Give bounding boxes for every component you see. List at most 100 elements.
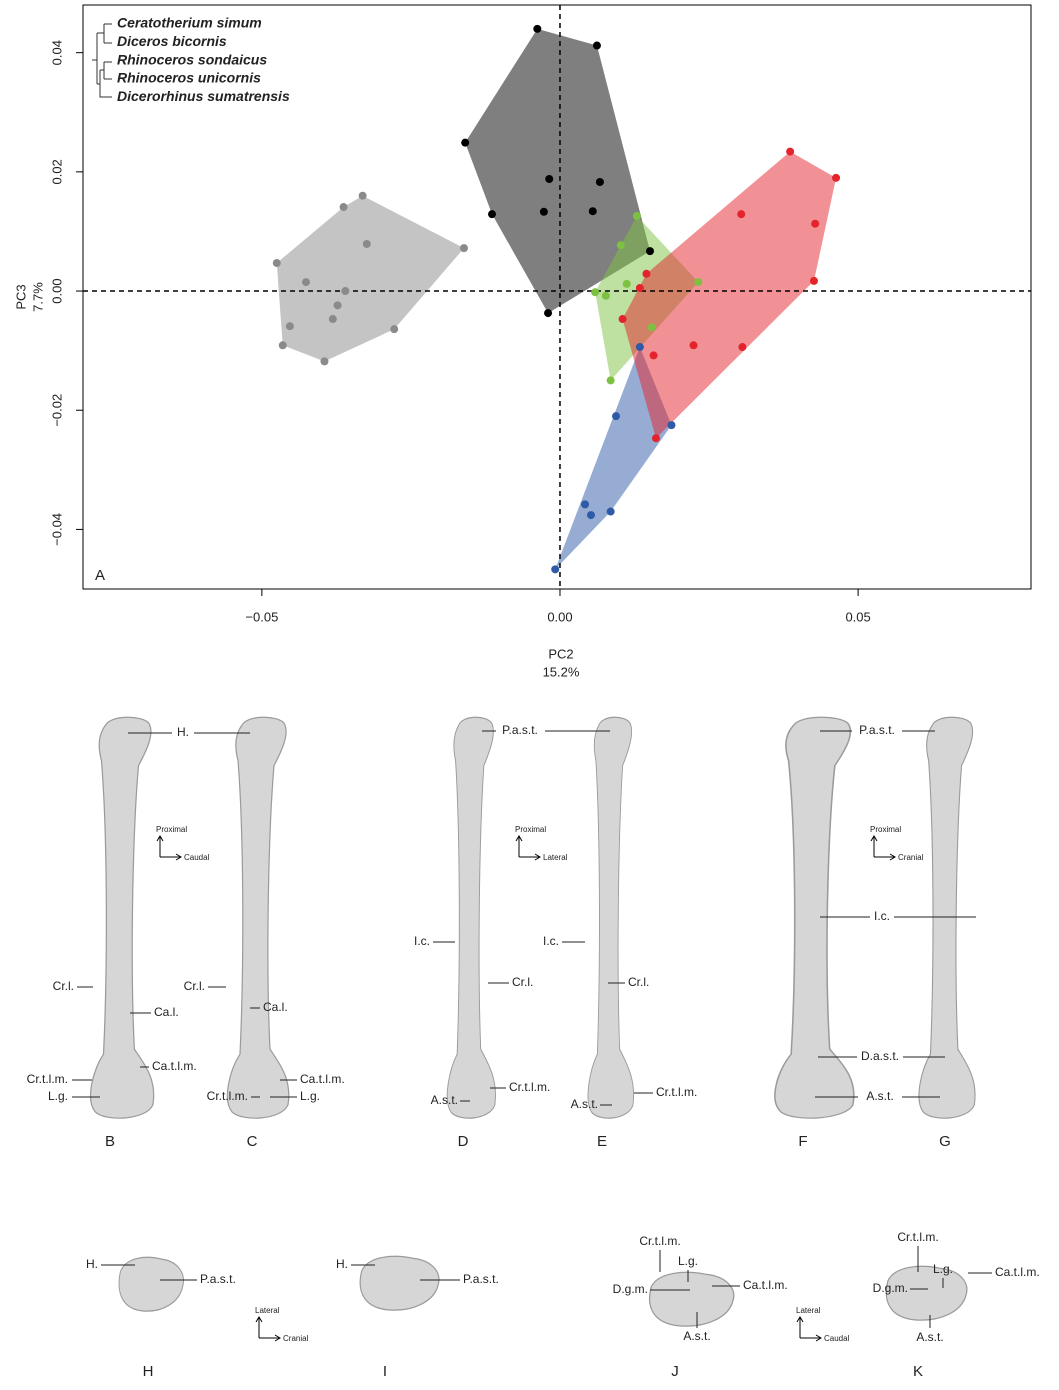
point [738, 343, 747, 352]
annotation: L.g. [300, 1089, 320, 1103]
point [612, 412, 621, 421]
tree-line [92, 33, 98, 84]
annotation: Ca.t.l.m. [995, 1265, 1040, 1279]
bone [774, 716, 855, 1119]
point [606, 507, 615, 516]
point [301, 278, 310, 287]
panel-letter: K [913, 1363, 923, 1380]
point [646, 247, 655, 256]
annotation: P.a.s.t. [463, 1272, 499, 1286]
annotation: Cr.t.l.m. [27, 1072, 68, 1086]
tree-line [97, 23, 112, 44]
annotation: I.c. [874, 909, 890, 923]
y-axis-label: PC3 [13, 284, 28, 309]
annotation: Cr.t.l.m. [639, 1234, 680, 1248]
orientation-arrow [156, 835, 182, 861]
panel-letter: D [458, 1133, 469, 1150]
panel-letter: C [247, 1133, 258, 1150]
point [642, 269, 651, 278]
panel-letter: H [143, 1363, 154, 1380]
point [461, 138, 470, 147]
orientation-label: Proximal [156, 825, 187, 834]
y-tick-label: 0.00 [49, 278, 64, 303]
point [635, 343, 644, 352]
convex-hull [276, 195, 464, 362]
annotation: L.g. [678, 1254, 698, 1268]
orientation-label: Cranial [898, 853, 924, 862]
annotation: Ca.t.l.m. [152, 1059, 197, 1073]
point [362, 239, 371, 248]
scatter-plot: A PC2 15.2% PC3 7.7% −0.05 0.00 0.05 −0.04 −… [13, 4, 1032, 679]
point [635, 284, 644, 293]
annotation: Ca.l. [154, 1005, 179, 1019]
y-tick-label: 0.04 [49, 40, 64, 65]
orientation-label: Caudal [824, 1334, 850, 1343]
legend-entry: Ceratotherium simum [117, 15, 262, 31]
point [581, 500, 590, 509]
point [632, 211, 641, 220]
annotation: P.a.s.t. [859, 723, 895, 737]
tree-line [100, 61, 112, 80]
annotation: A.s.t. [866, 1089, 893, 1103]
point [647, 323, 656, 332]
legend-entry: Dicerorhinus sumatrensis [117, 88, 290, 104]
annotation: I.c. [543, 934, 559, 948]
bone [89, 716, 155, 1119]
annotation: Cr.t.l.m. [207, 1089, 248, 1103]
x-axis-label-sub: 15.2% [543, 664, 580, 679]
point [651, 434, 660, 443]
plot-frame [82, 4, 1032, 590]
annotation: Cr.t.l.m. [897, 1230, 938, 1244]
point [285, 322, 294, 331]
annotation: L.g. [48, 1089, 68, 1103]
orientation-label: Caudal [184, 853, 210, 862]
point [694, 278, 703, 287]
orientation-label: Proximal [515, 825, 546, 834]
point [591, 288, 600, 297]
orientation-label: Lateral [543, 853, 568, 862]
x-tick-label: 0.00 [547, 609, 572, 624]
point [832, 173, 841, 182]
point [618, 315, 627, 324]
point [551, 565, 560, 574]
point [586, 511, 595, 520]
legend-entry: Diceros bicornis [117, 33, 227, 49]
x-tick-label: −0.05 [245, 609, 278, 624]
annotation: D.g.m. [613, 1282, 648, 1296]
point [616, 241, 625, 250]
annotation: P.a.s.t. [502, 723, 538, 737]
point [786, 147, 795, 156]
panel-letter: J [671, 1363, 679, 1380]
point [689, 341, 698, 350]
point [595, 177, 604, 186]
panel-letter: E [597, 1133, 607, 1150]
orientation-label: Cranial [283, 1334, 309, 1343]
point [811, 219, 820, 228]
orientation-arrow [796, 1316, 822, 1342]
annotation: Cr.l. [628, 975, 649, 989]
annotation: D.a.s.t. [861, 1049, 899, 1063]
bone-illustrations [89, 716, 976, 1327]
bone [359, 1255, 440, 1311]
bone [226, 716, 290, 1119]
legend-tree [92, 23, 112, 98]
orientation-arrow [870, 835, 896, 861]
point [737, 210, 746, 219]
x-tick-label: 0.05 [845, 609, 870, 624]
point [272, 259, 281, 268]
point [809, 276, 818, 285]
point [539, 207, 548, 216]
point [390, 325, 399, 334]
point [544, 309, 553, 318]
annotations: H. Cr.l. Ca.l. Ca.t.l.m. Cr.t.l.m. L.g. Cr.l. C… [27, 723, 1040, 1380]
point [622, 279, 631, 288]
annotation: P.a.s.t. [200, 1272, 236, 1286]
y-tick-label: −0.04 [49, 513, 64, 546]
bone [587, 716, 635, 1119]
bone [446, 716, 497, 1119]
legend-entry: Rhinoceros unicornis [117, 70, 261, 86]
orientation-label: Lateral [796, 1306, 821, 1315]
panel-letter: G [939, 1133, 951, 1150]
point [328, 315, 337, 324]
bone [648, 1271, 735, 1327]
